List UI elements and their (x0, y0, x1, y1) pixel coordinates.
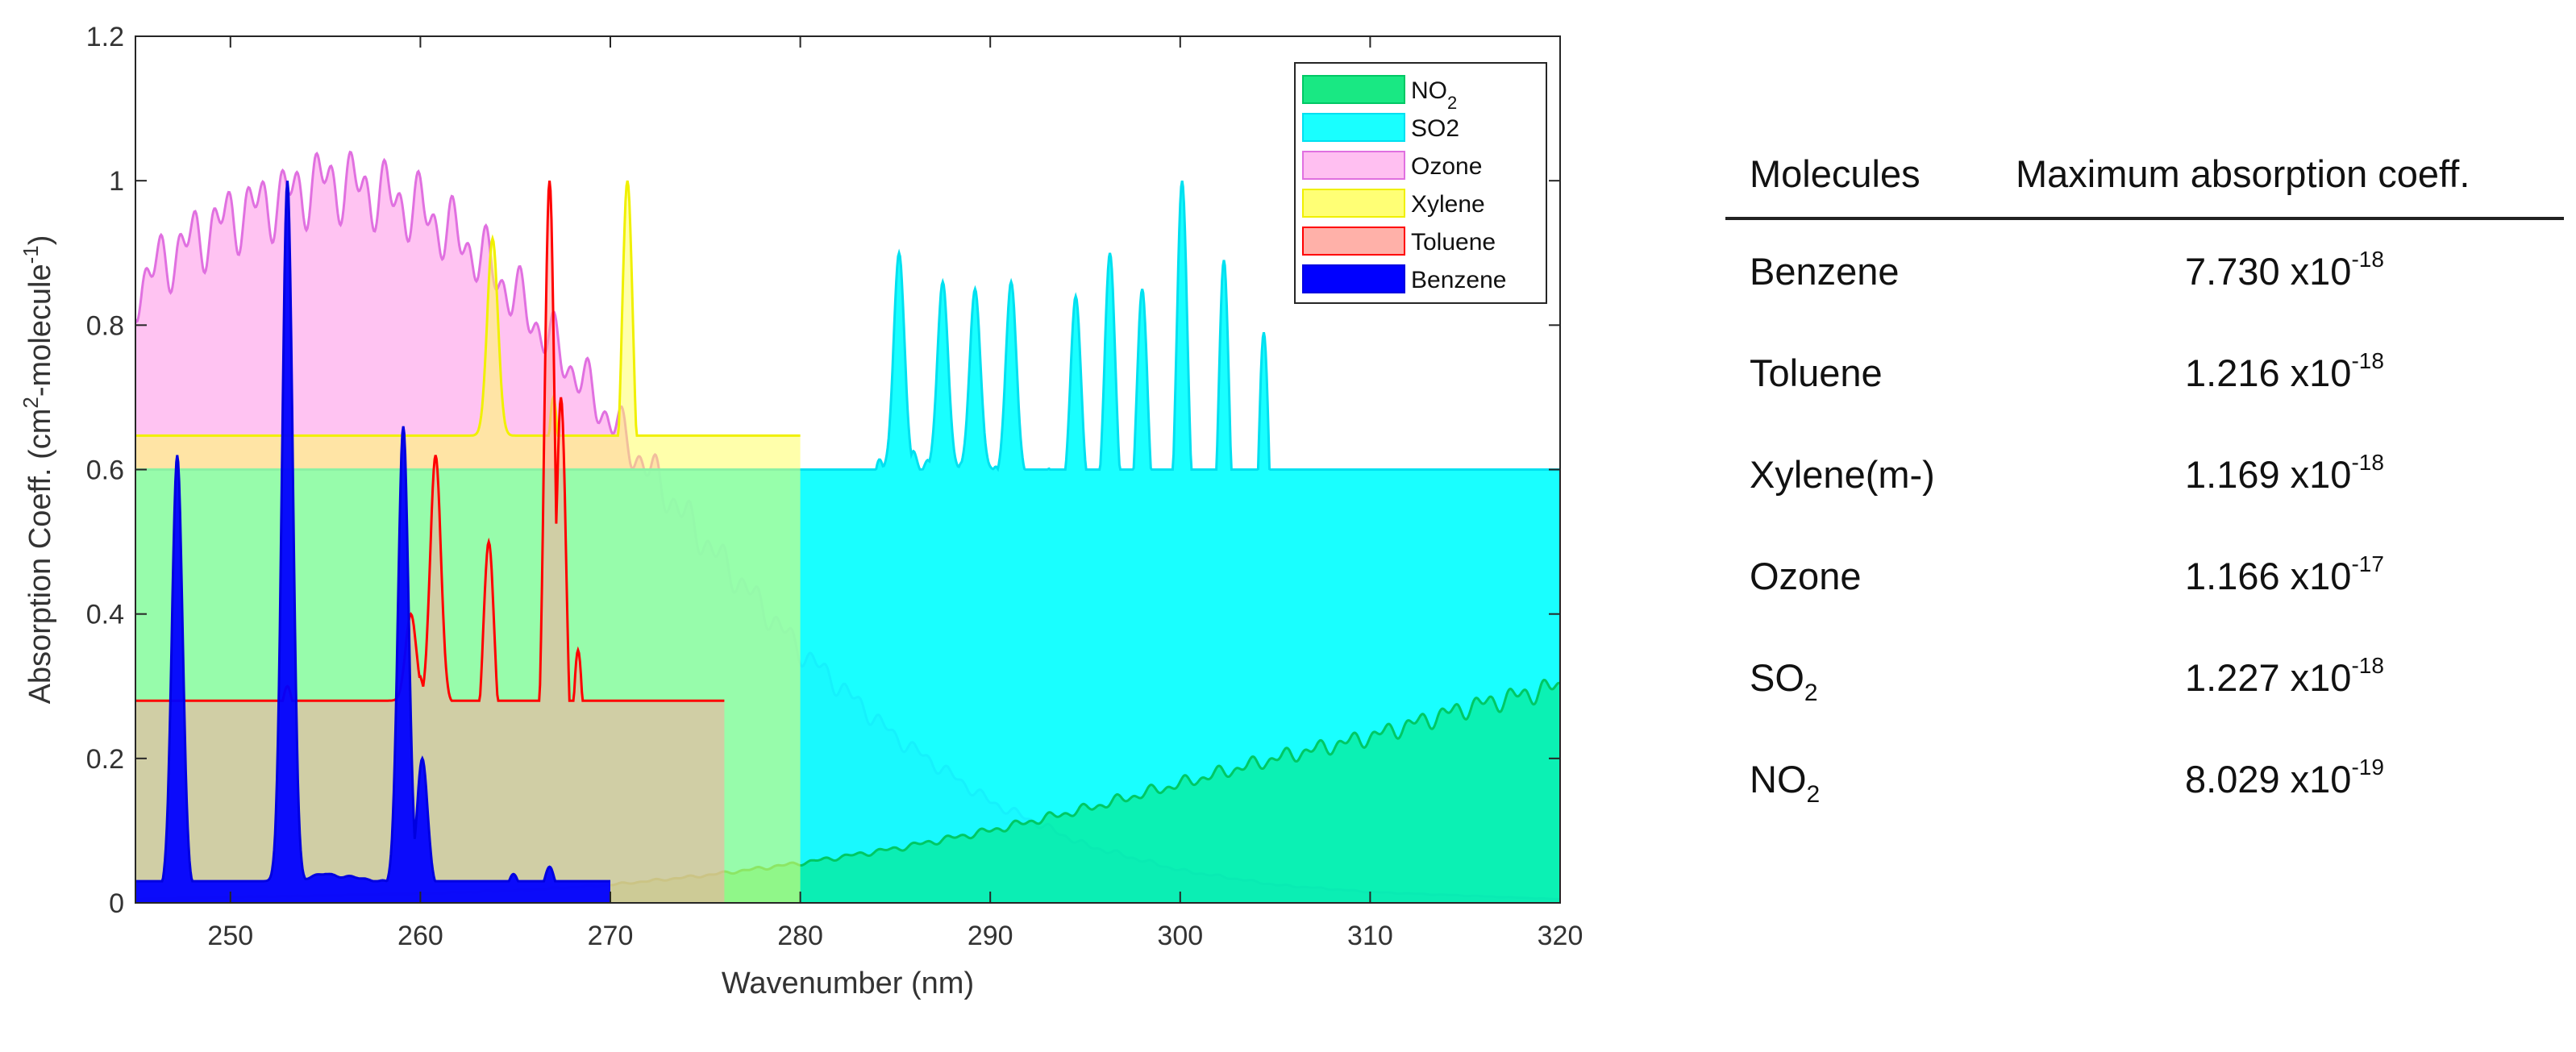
header-max-coeff: Maximum absorption coeff. (2016, 137, 2564, 220)
max-coeff-value: 1.227 x10-18 (2016, 626, 2564, 728)
molecule-name: SO2 (1725, 626, 2016, 728)
molecule-subscript: 2 (1806, 780, 1821, 808)
molecule-subscript: 2 (1804, 679, 1818, 706)
max-coeff-value: 1.216 x10-18 (2016, 322, 2564, 423)
molecule-name: Benzene (1725, 218, 2016, 322)
coeff-mantissa: 1.227 x10 (2185, 655, 2352, 699)
x-tick-label: 270 (588, 921, 634, 951)
coeff-exponent: -18 (2351, 347, 2384, 373)
molecule-base: SO (1750, 655, 1804, 699)
x-tick-label: 250 (207, 921, 253, 951)
molecule-name: Ozone (1725, 525, 2016, 626)
y-tick-label: 0.4 (86, 600, 124, 630)
molecule-base: NO (1750, 757, 1807, 800)
coeff-exponent: -19 (2351, 754, 2384, 780)
x-tick-label: 260 (397, 921, 443, 951)
series-area-benzene (135, 181, 610, 903)
y-tick-label: 0 (109, 888, 124, 919)
table-body: Benzene 7.730 x10-18 Toluene 1.216 x10-18 Xy… (1725, 218, 2564, 830)
max-coeff-value: 1.166 x10-17 (2016, 525, 2564, 626)
coeff-exponent: -18 (2351, 652, 2384, 678)
table-row: Toluene 1.216 x10-18 (1725, 322, 2564, 423)
coeff-mantissa: 7.730 x10 (2185, 249, 2352, 293)
table-row: Xylene(m-) 1.169 x10-18 (1725, 423, 2564, 525)
series-line-benzene (135, 181, 610, 883)
x-tick-label: 300 (1157, 921, 1203, 951)
series-area-no2 (135, 680, 1560, 903)
table-row: SO2 1.227 x10-18 (1725, 626, 2564, 728)
max-absorption-table: Molecules Maximum absorption coeff. Benz… (1725, 137, 2564, 830)
coeff-exponent: -18 (2351, 246, 2384, 272)
max-coeff-value: 1.169 x10-18 (2016, 423, 2564, 525)
legend-swatch-so2 (1302, 113, 1405, 142)
legend-swatch-toluene (1302, 227, 1405, 256)
legend-swatch-no2 (1302, 75, 1405, 104)
legend-label-toluene: Toluene (1411, 229, 1496, 256)
x-tick-label: 280 (777, 921, 823, 951)
molecule-base: Toluene (1750, 351, 1883, 394)
y-tick-label: 1 (109, 166, 124, 197)
x-tick-label: 310 (1347, 921, 1393, 951)
axes-layer: 250 260 270 280 290 300 310 320 0 0.2 0.4 0.6 0.8 1 1.… (19, 22, 1583, 1000)
absorption-chart: 250 260 270 280 290 300 310 320 0 0.2 0.4 0.6 0.8 1 1.… (19, 22, 1583, 1000)
table-row: Benzene 7.730 x10-18 (1725, 218, 2564, 322)
molecule-name: NO2 (1725, 728, 2016, 830)
y-tick-label: 0.8 (86, 310, 124, 341)
legend-label-so2: SO2 (1411, 115, 1459, 142)
x-tick-label: 290 (968, 921, 1013, 951)
x-axis-title: Wavenumber (nm) (722, 967, 974, 1000)
molecule-base: Benzene (1750, 249, 1900, 293)
coeff-exponent: -18 (2351, 449, 2384, 475)
table-row: Ozone 1.166 x10-17 (1725, 525, 2564, 626)
y-axis-title: Absorption Coeff. (cm2-molecule-1) (19, 235, 57, 705)
legend-label-ozone: Ozone (1411, 153, 1482, 180)
molecule-base: Xylene(m-) (1750, 452, 1935, 496)
legend-label-benzene: Benzene (1411, 267, 1506, 293)
coeff-table: Molecules Maximum absorption coeff. Benz… (1725, 137, 2564, 830)
legend-swatch-ozone (1302, 151, 1405, 180)
molecule-name: Toluene (1725, 322, 2016, 423)
y-tick-label: 0.6 (86, 455, 124, 486)
table-header-row: Molecules Maximum absorption coeff. (1725, 137, 2564, 220)
table-row: NO2 8.029 x10-19 (1725, 728, 2564, 830)
series-line-toluene (135, 181, 725, 702)
legend-swatch-benzene (1302, 264, 1405, 293)
coeff-exponent: -17 (2351, 551, 2384, 576)
coeff-mantissa: 1.166 x10 (2185, 554, 2352, 597)
max-coeff-value: 8.029 x10-19 (2016, 728, 2564, 830)
molecule-name: Xylene(m-) (1725, 423, 2016, 525)
legend-swatch-xylene (1302, 189, 1405, 218)
y-tick-label: 0.2 (86, 744, 124, 775)
legend-label-no2: NO2 (1411, 77, 1457, 113)
x-tick-label: 320 (1538, 921, 1583, 951)
coeff-mantissa: 1.216 x10 (2185, 351, 2352, 394)
molecule-base: Ozone (1750, 554, 1862, 597)
y-tick-label: 1.2 (86, 22, 124, 52)
max-coeff-value: 7.730 x10-18 (2016, 218, 2564, 322)
legend-label-xylene: Xylene (1411, 191, 1485, 218)
header-molecules: Molecules (1725, 137, 2016, 220)
coeff-mantissa: 1.169 x10 (2185, 452, 2352, 496)
series-line-xylene (135, 180, 801, 437)
coeff-mantissa: 8.029 x10 (2185, 757, 2352, 800)
